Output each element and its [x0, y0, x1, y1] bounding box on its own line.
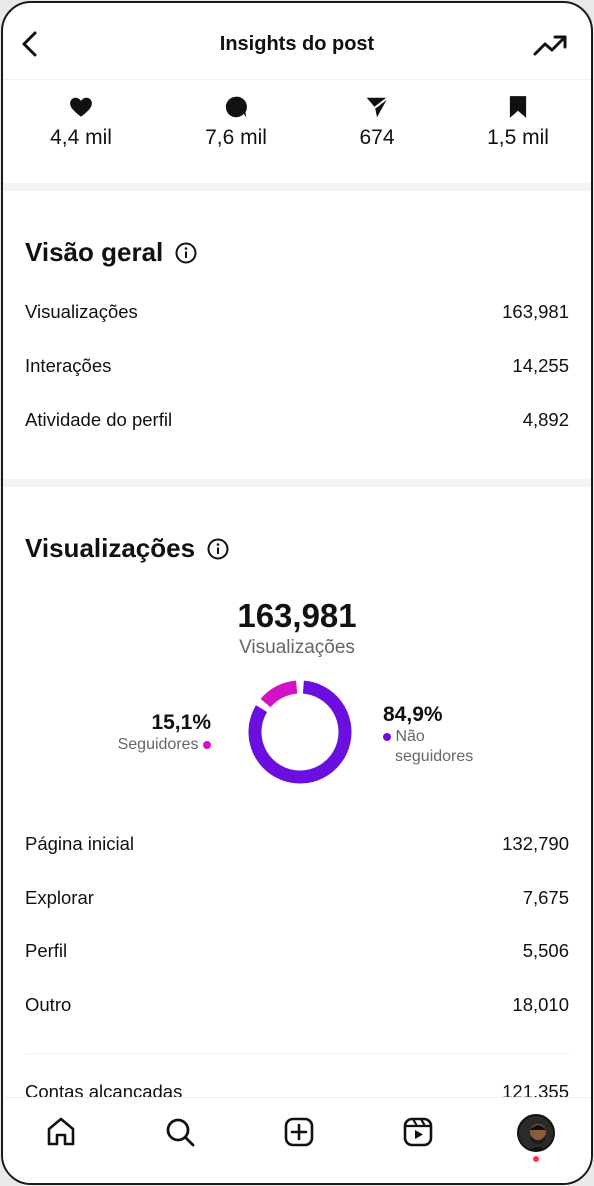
non-followers-label-wrap: Não seguidores	[383, 727, 473, 767]
section-separator	[3, 183, 591, 191]
search-icon	[166, 1118, 195, 1147]
row-value: 121,355	[502, 1081, 569, 1102]
source-row-profile[interactable]: Perfil 5,506	[25, 936, 569, 966]
section-separator	[3, 479, 591, 487]
row-label: Perfil	[25, 940, 68, 961]
saves-count: 1,5 mil	[487, 126, 549, 149]
back-button[interactable]	[17, 29, 45, 59]
comments-count: 7,6 mil	[205, 126, 267, 149]
profile-avatar[interactable]	[517, 1114, 555, 1152]
accounts-reached-row[interactable]: Contas alcançadas 121,355	[25, 1077, 569, 1107]
overview-title: Visão geral	[25, 237, 197, 268]
likes-count: 4,4 mil	[50, 126, 112, 149]
row-label: Atividade do perfil	[25, 409, 173, 430]
bottom-nav	[3, 1097, 591, 1183]
followers-label-wrap: Seguidores	[118, 735, 211, 755]
divider	[25, 1053, 569, 1054]
row-value: 7,675	[522, 887, 569, 908]
row-label: Interações	[25, 355, 112, 376]
source-row-explore[interactable]: Explorar 7,675	[25, 883, 569, 913]
heart-icon	[70, 97, 92, 117]
shares-stat: 674	[317, 94, 437, 150]
chevron-left-icon	[22, 31, 37, 57]
views-total: 163,981	[237, 597, 357, 634]
header: Insights do post	[3, 3, 591, 79]
row-value: 163,981	[502, 301, 569, 322]
row-value: 132,790	[502, 833, 569, 854]
saves-stat: 1,5 mil	[458, 94, 578, 150]
non-followers-label-line1: Não	[395, 728, 425, 745]
likes-stat: 4,4 mil	[21, 94, 141, 150]
followers-pct: 15,1%	[151, 711, 211, 734]
info-icon[interactable]	[207, 538, 229, 560]
overview-row-views[interactable]: Visualizações 163,981	[25, 297, 569, 327]
row-value: 14,255	[512, 355, 569, 376]
row-label: Página inicial	[25, 833, 135, 854]
home-icon	[47, 1117, 75, 1146]
nav-search[interactable]	[160, 1112, 200, 1152]
source-row-other[interactable]: Outro 18,010	[25, 990, 569, 1020]
source-row-home[interactable]: Página inicial 132,790	[25, 829, 569, 859]
row-value: 4,892	[522, 409, 569, 430]
info-icon[interactable]	[175, 242, 197, 264]
views-title: Visualizações	[25, 533, 229, 564]
trending-up-icon	[533, 35, 567, 56]
comments-stat: 7,6 mil	[176, 94, 296, 150]
row-value: 18,010	[512, 994, 569, 1015]
create-icon	[284, 1117, 314, 1147]
non-followers-legend: 84,9% Não seguidores	[383, 703, 473, 767]
reels-icon	[403, 1117, 433, 1147]
overview-title-text: Visão geral	[25, 237, 164, 267]
profile-notification-dot	[533, 1156, 539, 1162]
non-followers-arc	[248, 680, 352, 784]
send-icon	[366, 97, 389, 118]
engagement-stats: 4,4 mil 7,6 mil 674 1,5 mil	[3, 79, 591, 183]
non-followers-pct: 84,9%	[383, 703, 443, 726]
trend-button[interactable]	[533, 33, 569, 59]
nav-create[interactable]	[279, 1112, 319, 1152]
comment-icon	[225, 96, 247, 118]
row-label: Outro	[25, 994, 72, 1015]
nav-home[interactable]	[41, 1112, 81, 1152]
overview-row-interactions[interactable]: Interações 14,255	[25, 351, 569, 381]
overview-row-profile-activity[interactable]: Atividade do perfil 4,892	[25, 405, 569, 435]
followers-legend: 15,1% Seguidores	[118, 711, 211, 755]
row-label: Explorar	[25, 887, 94, 908]
followers-arc	[260, 680, 298, 708]
views-donut-chart	[248, 680, 352, 784]
row-value: 5,506	[522, 940, 569, 961]
page-title: Insights do post	[219, 33, 375, 55]
non-followers-dot	[383, 732, 391, 741]
row-label: Visualizações	[25, 301, 138, 322]
row-label: Contas alcançadas	[25, 1081, 183, 1102]
non-followers-label-line2: seguidores	[395, 748, 474, 765]
views-total-label: Visualizações	[239, 637, 355, 658]
views-title-text: Visualizações	[25, 533, 196, 563]
views-breakdown: 163,981 Visualizações 15,1% Seguidores 8…	[3, 593, 591, 793]
nav-reels[interactable]	[398, 1112, 438, 1152]
followers-label: Seguidores	[117, 736, 199, 753]
shares-count: 674	[359, 126, 395, 149]
avatar-image	[519, 1116, 553, 1150]
followers-dot	[203, 740, 211, 749]
bookmark-icon	[509, 96, 527, 118]
